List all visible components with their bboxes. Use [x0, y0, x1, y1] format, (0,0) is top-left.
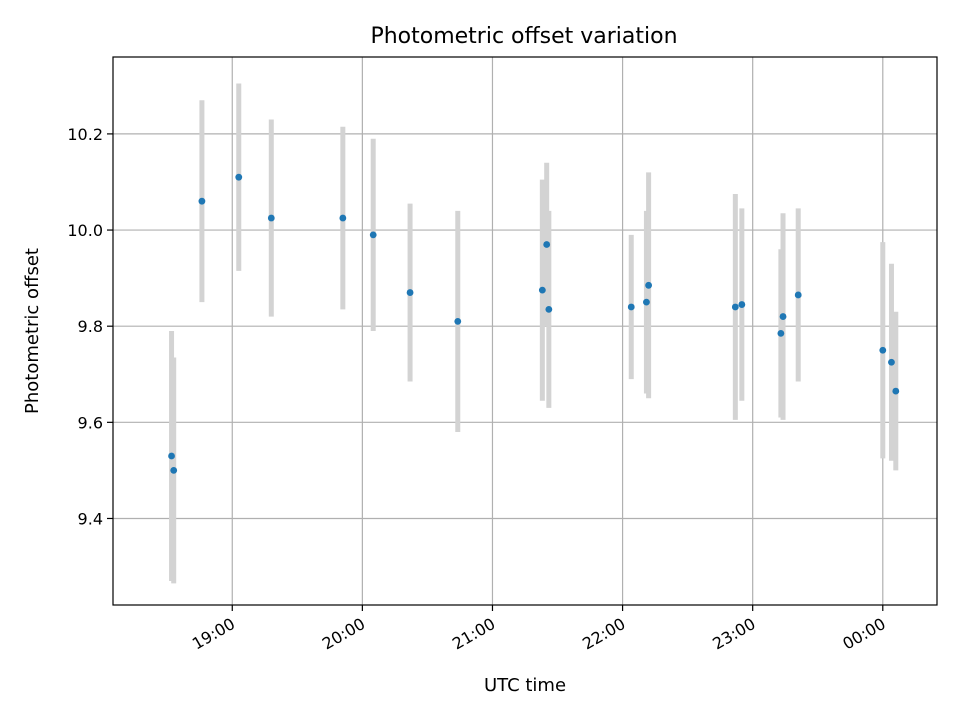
data-point — [779, 313, 787, 320]
data-point — [168, 452, 175, 460]
data-point — [879, 346, 887, 354]
data-point — [888, 358, 895, 366]
x-tick-label: 23:00 — [709, 614, 758, 654]
data-point — [369, 231, 377, 239]
data-point — [543, 241, 551, 248]
data-point — [627, 303, 635, 311]
x-axis-label: UTC time — [484, 675, 566, 696]
tick-layer: 19:00 20:00 21:00 22:00 23:00 00:00 9.4 9.6 9.8 1… — [67, 125, 888, 654]
point-layer — [168, 173, 900, 474]
data-point — [267, 214, 275, 222]
y-tick-label: 9.8 — [78, 317, 103, 336]
data-point — [406, 289, 414, 296]
y-tick-label: 10.2 — [67, 125, 103, 144]
data-point — [892, 387, 900, 395]
x-tick-label: 00:00 — [839, 614, 888, 654]
errorbar-layer — [169, 83, 899, 584]
x-tick-label: 19:00 — [189, 614, 238, 654]
data-point — [643, 298, 650, 306]
x-tick-label: 21:00 — [449, 614, 498, 654]
data-point — [645, 281, 652, 289]
y-tick-label: 9.6 — [78, 413, 103, 432]
data-point — [235, 173, 243, 181]
data-point — [545, 305, 553, 313]
data-point — [198, 197, 206, 205]
data-point — [794, 291, 802, 299]
y-tick-label: 9.4 — [78, 509, 103, 528]
data-point — [339, 214, 347, 222]
y-tick-label: 10.0 — [67, 221, 103, 240]
x-tick-label: 20:00 — [319, 614, 368, 654]
data-point — [777, 330, 785, 337]
plot-frame — [112, 56, 938, 606]
data-point — [454, 317, 462, 325]
data-point — [731, 303, 739, 311]
y-axis-label: Photometric offset — [22, 248, 43, 414]
x-tick-label: 22:00 — [579, 614, 628, 654]
chart-title: Photometric offset variation — [370, 24, 677, 49]
data-point — [738, 301, 746, 308]
data-point — [538, 286, 546, 294]
data-point — [170, 467, 178, 474]
